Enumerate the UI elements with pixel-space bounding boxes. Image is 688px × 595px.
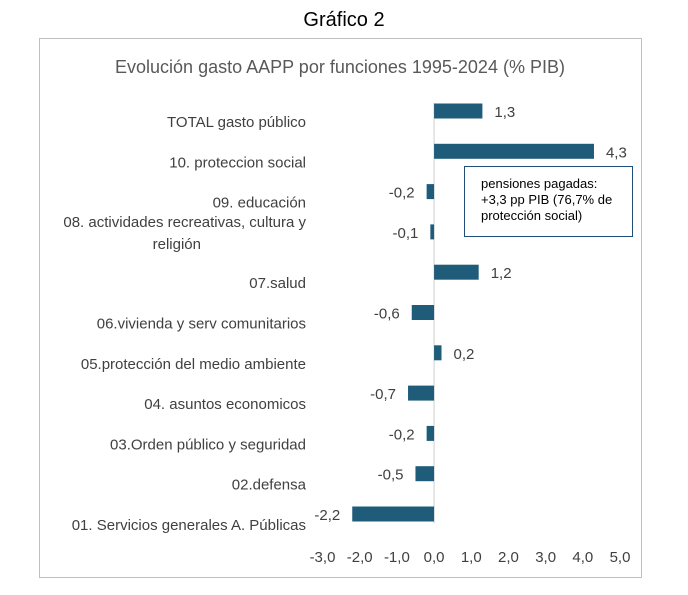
- bar: [434, 264, 479, 280]
- data-label: -0,7: [370, 386, 396, 403]
- category-label: 02.defensa: [232, 477, 307, 494]
- bar: [426, 184, 435, 200]
- data-label: 1,2: [491, 265, 512, 282]
- bar: [434, 345, 442, 361]
- category-label: 04. asuntos economicos: [144, 396, 306, 413]
- category-label: 07.salud: [249, 275, 306, 292]
- data-label: -0,1: [392, 225, 418, 242]
- page-title: Gráfico 2: [303, 9, 385, 31]
- data-label: 1,3: [494, 104, 515, 121]
- category-label: TOTAL gasto público: [167, 114, 306, 131]
- data-label: -0,2: [389, 185, 415, 202]
- data-label: -2,2: [314, 507, 340, 524]
- chart-title: Evolución gasto AAPP por funciones 1995-…: [115, 57, 565, 77]
- data-label: -0,6: [374, 306, 400, 323]
- category-label: 10. proteccion social: [169, 154, 306, 171]
- data-label: -0,2: [389, 426, 415, 443]
- bar: [434, 103, 483, 119]
- bar: [426, 425, 435, 441]
- annotation-box: pensiones pagadas: +3,3 pp PIB (76,7% de…: [464, 166, 633, 237]
- bar: [430, 224, 435, 240]
- bar: [415, 466, 435, 482]
- x-tick-label: 5,0: [610, 549, 631, 566]
- x-tick-label: 1,0: [461, 549, 482, 566]
- chart-frame: [39, 38, 642, 578]
- x-tick-label: -1,0: [384, 549, 410, 566]
- bar: [434, 143, 594, 159]
- x-tick-label: 3,0: [535, 549, 556, 566]
- x-tick-label: 2,0: [498, 549, 519, 566]
- category-label: 05.protección del medio ambiente: [81, 356, 306, 373]
- bar: [352, 506, 435, 522]
- category-label: 09. educación: [213, 195, 306, 212]
- category-label: 08. actividades recreativas, cultura y re…: [63, 214, 306, 253]
- category-label: 01. Servicios generales A. Públicas: [72, 517, 306, 534]
- x-tick-label: -2,0: [347, 549, 373, 566]
- category-label: 06.vivienda y serv comunitarios: [97, 316, 306, 333]
- x-tick-label: -3,0: [310, 549, 336, 566]
- bar: [411, 305, 435, 320]
- x-tick-label: 0,0: [424, 549, 445, 566]
- data-label: -0,5: [378, 467, 404, 484]
- x-tick-label: 4,0: [572, 549, 593, 566]
- data-label: 4,3: [606, 144, 627, 161]
- bar: [408, 385, 435, 401]
- category-label: 03.Orden público y seguridad: [110, 436, 306, 453]
- data-label: 0,2: [454, 346, 475, 363]
